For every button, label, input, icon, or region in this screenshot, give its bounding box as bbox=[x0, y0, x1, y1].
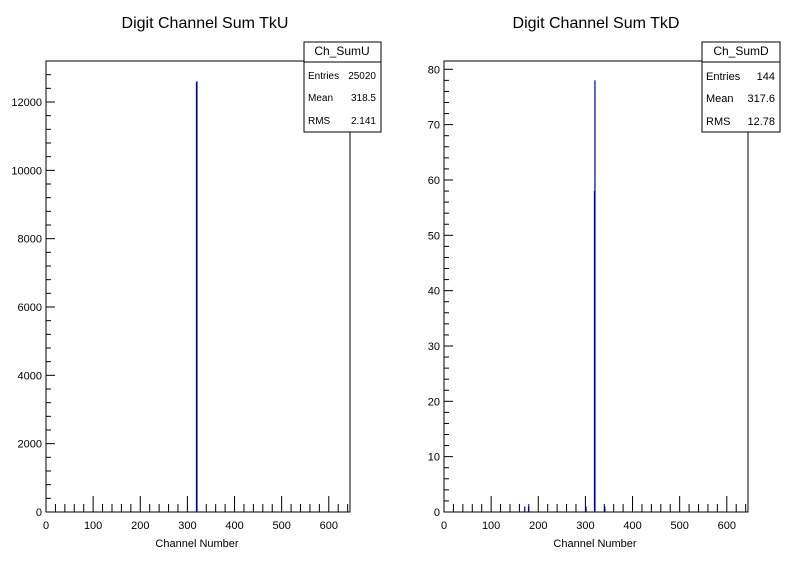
stats-box-frame bbox=[303, 41, 382, 133]
y-tick-label: 0 bbox=[36, 507, 42, 519]
y-tick-label: 50 bbox=[428, 230, 440, 242]
x-tick-label: 500 bbox=[670, 520, 688, 532]
histogram-panel-tku: Digit Channel Sum TkU 0 100 200 300 400 500 60… bbox=[11, 15, 382, 550]
x-tick-label: 300 bbox=[576, 520, 594, 532]
y-tick-label: 0 bbox=[434, 507, 440, 519]
y-tick-label: 8000 bbox=[18, 234, 42, 246]
axis-ticks: 0 100 200 300 400 500 600020004000600080001000… bbox=[11, 60, 349, 532]
x-tick-label: 200 bbox=[529, 520, 547, 532]
y-tick-label: 10 bbox=[428, 452, 440, 464]
stats-label-rms: RMS bbox=[706, 116, 730, 128]
stats-value-entries: 144 bbox=[757, 71, 775, 83]
axis-ticks: 0 100 200 300 400 500 600 0 10 20 30 40 50 60 70 80 bbox=[428, 64, 747, 532]
x-tick-label: 200 bbox=[131, 520, 149, 532]
histogram-bar bbox=[594, 80, 596, 512]
stats-value-rms: 12.78 bbox=[747, 116, 775, 128]
histogram-bars bbox=[195, 81, 198, 512]
stats-label-mean: Mean bbox=[308, 93, 333, 104]
x-tick-label: 400 bbox=[623, 520, 641, 532]
y-tick-label: 2000 bbox=[18, 439, 42, 451]
histogram-bar bbox=[604, 506, 606, 512]
histogram-panel-tkd: Digit Channel Sum TkD 0 100 200 300 400 500 60… bbox=[428, 15, 781, 550]
x-tick-label: 0 bbox=[43, 520, 49, 532]
x-axis-label: Channel Number bbox=[553, 538, 636, 550]
chart-title: Digit Channel Sum TkD bbox=[513, 15, 680, 32]
x-tick-label: 500 bbox=[272, 520, 290, 532]
stats-value-rms: 2.141 bbox=[351, 116, 376, 127]
x-tick-label: 600 bbox=[718, 520, 736, 532]
histogram-bar bbox=[585, 506, 587, 512]
y-tick-label: 6000 bbox=[18, 302, 42, 314]
stats-box-frame bbox=[701, 41, 781, 133]
x-tick-label: 300 bbox=[178, 520, 196, 532]
x-tick-label: 100 bbox=[84, 520, 102, 532]
y-tick-label: 70 bbox=[428, 120, 440, 132]
x-tick-label: 100 bbox=[482, 520, 500, 532]
plot-frame bbox=[443, 60, 749, 513]
stats-box: Ch_SumU Entries 25020 Mean 318.5 RMS 2.1… bbox=[303, 41, 382, 133]
histogram-bar bbox=[527, 506, 530, 512]
stats-box: Ch_SumD Entries 144 Mean 317.6 RMS 12.78 bbox=[701, 41, 781, 133]
stats-label-entries: Entries bbox=[706, 71, 741, 83]
y-tick-label: 30 bbox=[428, 341, 440, 353]
y-tick-label: 40 bbox=[428, 286, 440, 298]
y-tick-label: 80 bbox=[428, 64, 440, 76]
x-axis-label: Channel Number bbox=[155, 538, 238, 550]
histogram-bars bbox=[524, 80, 606, 512]
stats-label-entries: Entries bbox=[308, 71, 339, 82]
y-tick-label: 12000 bbox=[11, 97, 42, 109]
histogram-bar bbox=[524, 506, 526, 512]
y-tick-label: 10000 bbox=[11, 165, 42, 177]
stats-label-rms: RMS bbox=[308, 116, 331, 127]
stats-value-mean: 318.5 bbox=[351, 93, 376, 104]
histogram-bar bbox=[196, 81, 198, 512]
x-tick-label: 0 bbox=[441, 520, 447, 532]
plot-frame bbox=[45, 60, 351, 513]
chart-title: Digit Channel Sum TkU bbox=[122, 15, 289, 32]
stats-value-entries: 25020 bbox=[348, 71, 376, 82]
stats-box-name: Ch_SumU bbox=[314, 44, 369, 58]
stats-value-mean: 317.6 bbox=[747, 93, 775, 105]
stats-box-name: Ch_SumD bbox=[713, 44, 769, 58]
x-tick-label: 400 bbox=[225, 520, 243, 532]
y-tick-label: 4000 bbox=[18, 370, 42, 382]
y-tick-label: 20 bbox=[428, 396, 440, 408]
x-tick-label: 600 bbox=[320, 520, 338, 532]
stats-label-mean: Mean bbox=[706, 93, 734, 105]
y-tick-label: 60 bbox=[428, 175, 440, 187]
